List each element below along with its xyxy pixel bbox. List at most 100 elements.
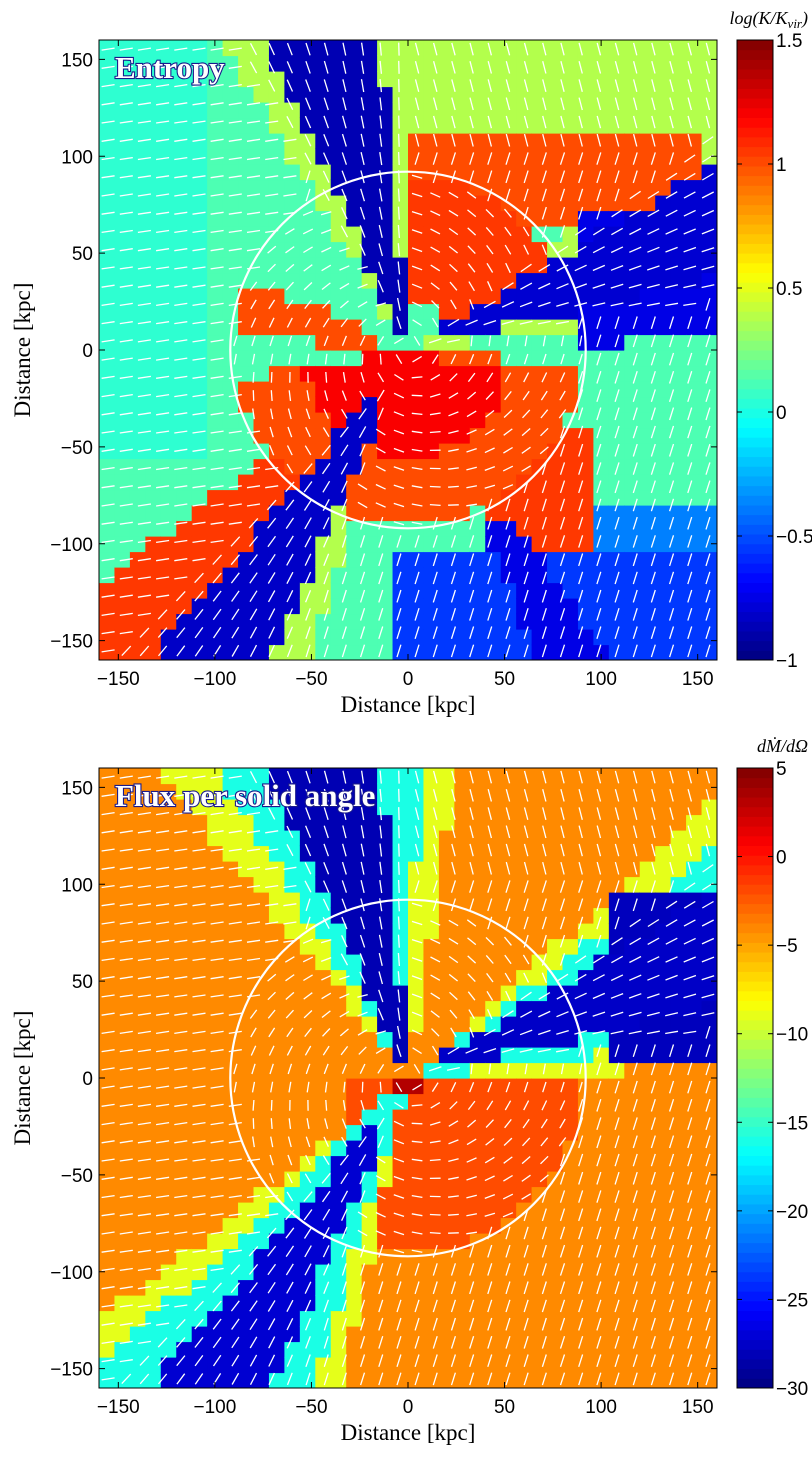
heatmap-cell bbox=[624, 1249, 640, 1265]
heatmap-cell bbox=[501, 1156, 517, 1172]
heatmap-cell bbox=[130, 1264, 146, 1280]
colorbar-tick-label: 1.5 bbox=[776, 31, 802, 52]
heatmap-cell bbox=[547, 304, 563, 320]
heatmap-cell bbox=[315, 381, 331, 397]
heatmap-cell bbox=[393, 768, 409, 784]
heatmap-cell bbox=[563, 87, 579, 103]
heatmap-cell bbox=[362, 985, 378, 1001]
velocity-arrow bbox=[362, 1082, 363, 1093]
heatmap-cell bbox=[176, 180, 192, 196]
heatmap-cell bbox=[99, 1094, 115, 1110]
heatmap-cell bbox=[254, 1187, 270, 1203]
colorbar-step bbox=[737, 563, 773, 573]
heatmap-cell bbox=[269, 567, 285, 583]
heatmap-cell bbox=[176, 954, 192, 970]
heatmap-cell bbox=[238, 350, 254, 366]
heatmap-cell bbox=[423, 397, 439, 413]
heatmap-cell bbox=[176, 87, 192, 103]
heatmap-cell bbox=[254, 1357, 270, 1373]
heatmap-cell bbox=[516, 846, 532, 862]
heatmap-cell bbox=[393, 87, 409, 103]
heatmap-cell bbox=[516, 1373, 532, 1389]
heatmap-cell bbox=[563, 892, 579, 908]
heatmap-cell bbox=[362, 1187, 378, 1203]
heatmap-cell bbox=[130, 614, 146, 630]
heatmap-cell bbox=[439, 350, 455, 366]
heatmap-cell bbox=[254, 1109, 270, 1125]
heatmap-cell bbox=[130, 877, 146, 893]
heatmap-cell bbox=[624, 1125, 640, 1141]
heatmap-cell bbox=[532, 1140, 548, 1156]
heatmap-cell bbox=[501, 614, 517, 630]
heatmap-cell bbox=[593, 71, 609, 87]
heatmap-cell bbox=[254, 815, 270, 831]
heatmap-cell bbox=[624, 768, 640, 784]
heatmap-cell bbox=[393, 40, 409, 56]
heatmap-cell bbox=[686, 335, 702, 351]
heatmap-cell bbox=[145, 985, 161, 1001]
heatmap-cell bbox=[377, 1047, 393, 1063]
heatmap-cell bbox=[624, 970, 640, 986]
heatmap-cell bbox=[223, 645, 239, 661]
heatmap-cell bbox=[501, 1202, 517, 1218]
heatmap-cell bbox=[315, 366, 331, 382]
heatmap-cell bbox=[671, 149, 687, 165]
heatmap-cell bbox=[547, 273, 563, 289]
heatmap-cell bbox=[377, 180, 393, 196]
heatmap-cell bbox=[207, 908, 223, 924]
heatmap-cell bbox=[563, 1078, 579, 1094]
heatmap-cell bbox=[485, 56, 501, 72]
heatmap-cell bbox=[423, 350, 439, 366]
heatmap-cell bbox=[702, 598, 718, 614]
heatmap-cell bbox=[640, 1295, 656, 1311]
heatmap-cell bbox=[315, 567, 331, 583]
heatmap-cell bbox=[362, 1078, 378, 1094]
heatmap-cell bbox=[377, 211, 393, 227]
heatmap-cell bbox=[145, 1156, 161, 1172]
heatmap-cell bbox=[207, 257, 223, 273]
heatmap-cell bbox=[346, 412, 362, 428]
heatmap-cell bbox=[563, 799, 579, 815]
heatmap-cell bbox=[423, 474, 439, 490]
heatmap-cell bbox=[624, 861, 640, 877]
heatmap-cell bbox=[176, 1295, 192, 1311]
heatmap-cell bbox=[686, 1342, 702, 1358]
heatmap-cell bbox=[547, 118, 563, 134]
heatmap-cell bbox=[331, 1187, 347, 1203]
heatmap-cell bbox=[593, 1016, 609, 1032]
heatmap-cell bbox=[99, 1063, 115, 1079]
heatmap-cell bbox=[655, 118, 671, 134]
heatmap-cell bbox=[593, 1063, 609, 1079]
heatmap-cell bbox=[439, 1047, 455, 1063]
heatmap-cell bbox=[624, 1047, 640, 1063]
heatmap-cell bbox=[624, 536, 640, 552]
heatmap-cell bbox=[284, 149, 300, 165]
heatmap-cell bbox=[114, 319, 130, 335]
heatmap-cell bbox=[161, 1187, 177, 1203]
heatmap-cell bbox=[114, 505, 130, 521]
heatmap-cell bbox=[686, 799, 702, 815]
heatmap-cell bbox=[501, 71, 517, 87]
heatmap-cell bbox=[423, 629, 439, 645]
velocity-arrow bbox=[412, 395, 423, 396]
heatmap-cell bbox=[130, 226, 146, 242]
heatmap-cell bbox=[300, 1264, 316, 1280]
heatmap-cell bbox=[516, 784, 532, 800]
heatmap-cell bbox=[176, 397, 192, 413]
heatmap-cell bbox=[207, 954, 223, 970]
heatmap-cell bbox=[114, 1326, 130, 1342]
heatmap-cell bbox=[563, 1295, 579, 1311]
heatmap-cell bbox=[207, 459, 223, 475]
heatmap-cell bbox=[393, 71, 409, 87]
heatmap-cell bbox=[238, 490, 254, 506]
heatmap-cell bbox=[532, 614, 548, 630]
heatmap-cell bbox=[223, 583, 239, 599]
heatmap-cell bbox=[593, 1357, 609, 1373]
colorbar-step bbox=[737, 282, 773, 292]
colorbar-step bbox=[737, 360, 773, 370]
heatmap-cell bbox=[671, 288, 687, 304]
heatmap-cell bbox=[408, 985, 424, 1001]
heatmap-cell bbox=[176, 923, 192, 939]
heatmap-cell bbox=[578, 428, 594, 444]
heatmap-cell bbox=[99, 459, 115, 475]
